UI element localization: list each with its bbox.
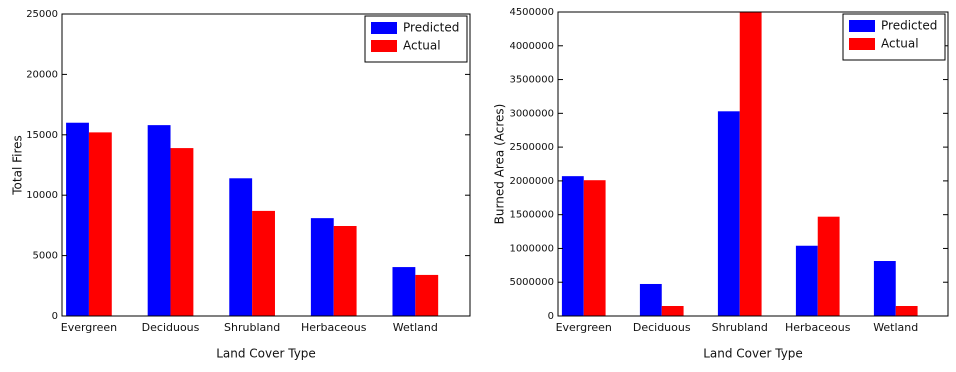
- y-tick-label: 15000: [26, 130, 58, 141]
- y-tick-label: 3000000: [509, 108, 554, 119]
- y-tick-label: 0: [52, 311, 58, 322]
- x-tick-label: Shrubland: [712, 321, 768, 334]
- y-axis-label: Burned Area (Acres): [493, 104, 507, 225]
- bar: [561, 176, 584, 316]
- bar: [817, 216, 840, 316]
- bar: [310, 218, 334, 316]
- bar: [661, 306, 684, 316]
- legend-label: Predicted: [403, 21, 459, 35]
- legend-label: Predicted: [881, 19, 937, 33]
- bar: [333, 226, 357, 316]
- bar: [873, 261, 896, 316]
- y-tick-label: 5000: [33, 251, 58, 262]
- bar: [88, 132, 112, 316]
- bar: [739, 12, 762, 316]
- bar: [583, 180, 606, 316]
- legend-label: Actual: [403, 39, 441, 53]
- bar: [66, 122, 89, 316]
- y-axis-label: Total Fires: [11, 135, 25, 196]
- x-tick-label: Shrubland: [224, 321, 280, 334]
- legend-label: Actual: [881, 37, 919, 51]
- x-axis-label: Land Cover Type: [703, 347, 803, 361]
- y-tick-label: 2000000: [509, 176, 554, 187]
- bar: [147, 125, 171, 316]
- plot-frame: [557, 11, 949, 317]
- y-tick-label: 10000: [26, 190, 58, 201]
- y-tick-label: 4000000: [509, 41, 554, 52]
- legend-swatch: [849, 20, 875, 32]
- bar: [895, 306, 918, 316]
- plot-frame: [61, 13, 471, 317]
- bar: [170, 148, 194, 316]
- x-tick-label: Deciduous: [142, 321, 200, 334]
- bar: [795, 245, 818, 316]
- y-tick-label: 1000000: [509, 243, 554, 254]
- x-tick-label: Evergreen: [61, 321, 117, 334]
- y-tick-label: 20000: [26, 69, 58, 80]
- legend-swatch: [371, 40, 397, 52]
- x-tick-label: Wetland: [873, 321, 918, 334]
- y-tick-label: 0: [548, 311, 554, 322]
- y-tick-label: 2500000: [509, 142, 554, 153]
- bar: [252, 210, 275, 316]
- y-tick-label: 4500000: [509, 7, 554, 18]
- bar: [639, 283, 662, 316]
- y-tick-label: 3500000: [509, 75, 554, 86]
- x-tick-label: Evergreen: [556, 321, 612, 334]
- x-tick-label: Herbaceous: [785, 321, 851, 334]
- bar: [229, 178, 253, 316]
- bar: [392, 267, 416, 316]
- legend-swatch: [371, 22, 397, 34]
- y-tick-label: 1500000: [509, 210, 554, 221]
- y-tick-label: 5000000: [509, 277, 554, 288]
- x-tick-label: Herbaceous: [301, 321, 367, 334]
- x-tick-label: Deciduous: [633, 321, 691, 334]
- bar: [717, 111, 740, 316]
- bar: [415, 274, 439, 316]
- x-tick-label: Wetland: [393, 321, 438, 334]
- legend-swatch: [849, 38, 875, 50]
- y-tick-label: 25000: [26, 9, 58, 20]
- x-axis-label: Land Cover Type: [216, 347, 316, 361]
